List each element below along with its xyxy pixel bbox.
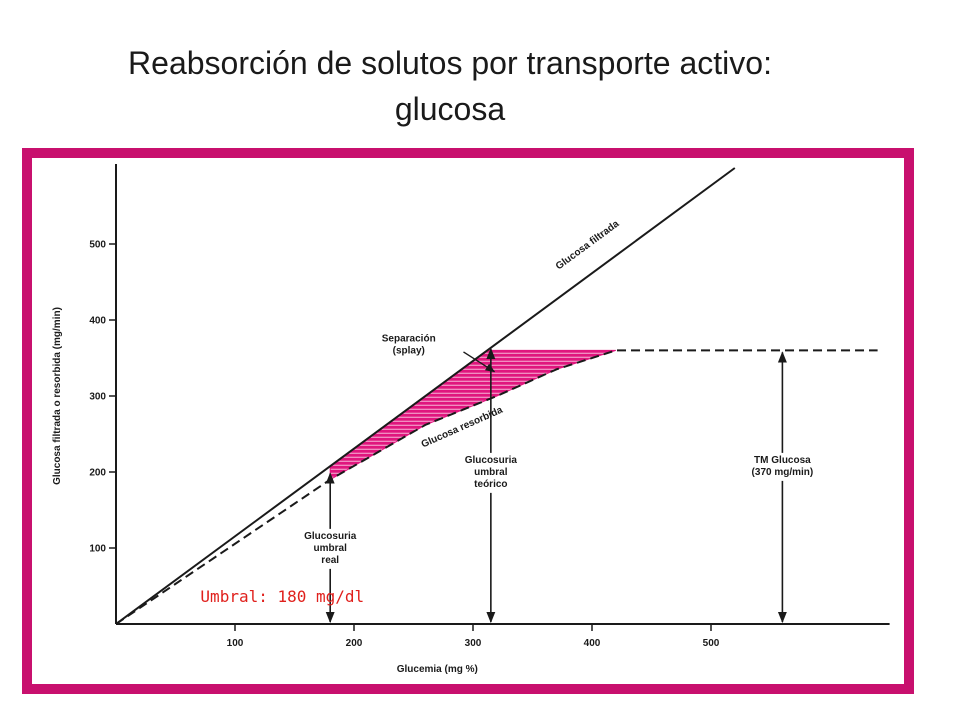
y-tick-label: 400 bbox=[89, 316, 106, 327]
y-tick-label: 500 bbox=[89, 240, 106, 251]
tm-annotation-line: (370 mg/min) bbox=[752, 467, 814, 478]
x-axis-title: Glucemia (mg %) bbox=[397, 664, 478, 675]
slide-title: Reabsorción de solutos por transporte ac… bbox=[20, 40, 880, 132]
theoretical-threshold-annotation-line: teórico bbox=[474, 479, 507, 490]
tm-annotation-bg bbox=[750, 452, 815, 481]
series-line-filtered bbox=[115, 167, 736, 625]
x-tick-label: 500 bbox=[703, 638, 720, 649]
real-threshold-annotation-line: real bbox=[321, 555, 339, 566]
real-threshold-annotation-line: umbral bbox=[314, 543, 348, 554]
splay-annotation-line: Separación bbox=[382, 333, 436, 344]
real-threshold-annotation-line: Glucosuria bbox=[304, 531, 357, 542]
y-tick-label: 200 bbox=[89, 468, 106, 479]
x-tick-label: 200 bbox=[346, 638, 363, 649]
x-tick-label: 400 bbox=[584, 638, 601, 649]
theoretical-threshold-annotation-line: Glucosuria bbox=[465, 455, 518, 466]
series-label-filtered: Glucosa filtrada bbox=[554, 218, 622, 272]
y-tick-label: 300 bbox=[89, 392, 106, 403]
splay-pointer-arrow bbox=[463, 351, 496, 373]
x-tick-label: 100 bbox=[227, 638, 244, 649]
splay-annotation-line: (splay) bbox=[393, 345, 425, 356]
tm-annotation-line: TM Glucosa bbox=[754, 455, 811, 466]
slide-title-line-2: glucosa bbox=[394, 91, 506, 127]
chart-frame: 100 200 300 400 500 100 200 300 400 500 Glucemia … bbox=[22, 148, 914, 694]
real-threshold-annotation-bg bbox=[298, 528, 363, 569]
slide-title-line-1: Reabsorción de solutos por transporte ac… bbox=[128, 45, 772, 81]
splay-annotation: Separación(splay) bbox=[382, 333, 436, 356]
tm-annotation: TM Glucosa(370 mg/min) bbox=[750, 452, 815, 481]
plot-area: 100 200 300 400 500 100 200 300 400 500 Glucemia … bbox=[32, 158, 904, 684]
y-axis-title: Glucosa filtrada o resorbida (mg/min) bbox=[52, 307, 63, 485]
threshold-callout: Umbral: 180 mg/dl bbox=[200, 587, 364, 606]
theoretical-threshold-annotation-line: umbral bbox=[474, 467, 508, 478]
y-tick-label: 100 bbox=[89, 544, 106, 555]
x-tick-label: 300 bbox=[465, 638, 482, 649]
theoretical-threshold-annotation-bg bbox=[458, 452, 523, 493]
glucose-reabsorption-chart: 100 200 300 400 500 100 200 300 400 500 Glucemia … bbox=[52, 164, 890, 675]
